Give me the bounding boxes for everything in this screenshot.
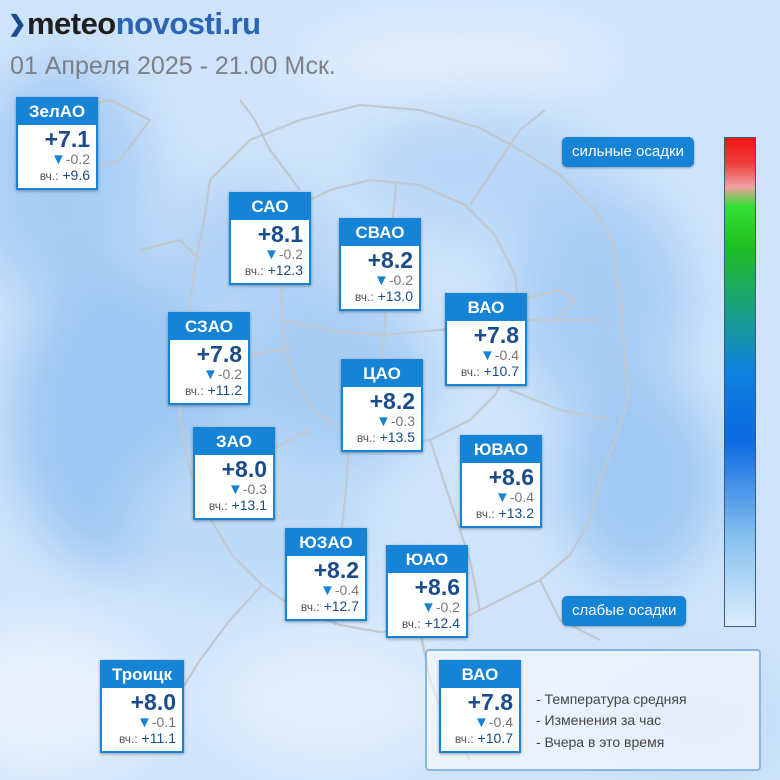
district-change: ▼-0.2 — [421, 599, 460, 616]
district-card-zao: ЗАО +8.0 ▼-0.3 вч.: +13.1 — [193, 427, 275, 520]
district-name: СЗАО — [170, 314, 248, 340]
district-card-szao: СЗАО +7.8 ▼-0.2 вч.: +11.2 — [168, 312, 250, 405]
district-yesterday: вч.: +13.1 — [208, 497, 267, 513]
logo-text-novosti: novosti.ru — [115, 6, 261, 41]
down-triangle-icon: ▼ — [51, 151, 66, 168]
down-triangle-icon: ▼ — [421, 599, 436, 616]
site-logo[interactable]: ❯meteonovosti.ru — [8, 6, 261, 45]
logo-chevron-icon: ❯ — [8, 11, 26, 36]
district-change: ▼-0.2 — [374, 272, 413, 289]
district-temperature: +7.1 — [44, 126, 90, 152]
district-yesterday: вч.: +13.0 — [354, 288, 413, 304]
legend-district-name: ВАО — [441, 662, 519, 688]
district-name: СВАО — [341, 220, 419, 246]
district-name: САО — [231, 194, 309, 220]
district-yesterday: вч.: +10.7 — [460, 363, 519, 379]
precipitation-color-scale — [724, 137, 756, 627]
precip-strong-label: сильные осадки — [562, 137, 694, 167]
district-card-troitsk: Троицк +8.0 ▼-0.1 вч.: +11.1 — [100, 660, 184, 753]
down-triangle-icon: ▼ — [320, 582, 335, 599]
district-temperature: +8.2 — [313, 557, 359, 583]
legend-yesterday: вч.: +10.7 — [454, 730, 513, 746]
district-card-yuzao: ЮЗАО +8.2 ▼-0.4 вч.: +12.7 — [285, 528, 367, 621]
district-temperature: +8.0 — [130, 689, 176, 715]
down-triangle-icon: ▼ — [480, 347, 495, 364]
district-yesterday: вч.: +11.1 — [118, 730, 176, 746]
down-triangle-icon: ▼ — [376, 413, 391, 430]
district-name: ЗАО — [195, 429, 273, 455]
district-name: Троицк — [102, 662, 182, 688]
down-triangle-icon: ▼ — [203, 366, 218, 383]
district-card-yuvao: ЮВАО +8.6 ▼-0.4 вч.: +13.2 — [460, 435, 542, 528]
district-temperature: +8.6 — [488, 464, 534, 490]
district-name: ЦАО — [343, 361, 421, 387]
district-card-sao: САО +8.1 ▼-0.2 вч.: +12.3 — [229, 192, 311, 285]
precip-weak-label: слабые осадки — [562, 596, 687, 626]
down-triangle-icon: ▼ — [228, 481, 243, 498]
district-change: ▼-0.4 — [480, 347, 519, 364]
district-name: ЮВАО — [462, 437, 540, 463]
down-triangle-icon: ▼ — [137, 714, 152, 731]
district-yesterday: вч.: +9.6 — [39, 167, 90, 183]
district-change: ▼-0.1 — [137, 714, 176, 731]
district-temperature: +7.8 — [196, 341, 242, 367]
district-card-zelao: ЗелАО +7.1 ▼-0.2 вч.: +9.6 — [16, 97, 98, 190]
district-temperature: +8.0 — [221, 456, 267, 482]
map-date-time: 01 Апреля 2025 - 21.00 Мск. — [10, 52, 336, 80]
district-name: ЮАО — [388, 547, 466, 573]
legend-example-card: ВАО +7.8 ▼-0.4 вч.: +10.7 — [439, 660, 521, 753]
district-card-vao: ВАО +7.8 ▼-0.4 вч.: +10.7 — [445, 293, 527, 386]
district-yesterday: вч.: +12.7 — [300, 598, 359, 614]
district-change: ▼-0.2 — [51, 151, 90, 168]
district-change: ▼-0.4 — [495, 489, 534, 506]
down-triangle-icon: ▼ — [474, 714, 489, 731]
district-change: ▼-0.3 — [228, 481, 267, 498]
district-yesterday: вч.: +12.4 — [401, 615, 460, 631]
district-yesterday: вч.: +11.2 — [184, 382, 242, 398]
legend-note-average-temp: - Температура средняя — [536, 691, 687, 707]
district-yesterday: вч.: +13.2 — [475, 505, 534, 521]
district-temperature: +8.6 — [414, 574, 460, 600]
district-change: ▼-0.4 — [320, 582, 359, 599]
logo-text-meteo: meteo — [26, 6, 116, 41]
down-triangle-icon: ▼ — [495, 489, 510, 506]
district-temperature: +8.2 — [369, 388, 415, 414]
district-card-cao: ЦАО +8.2 ▼-0.3 вч.: +13.5 — [341, 359, 423, 452]
district-name: ЗелАО — [18, 99, 96, 125]
district-name: ЮЗАО — [287, 530, 365, 556]
district-card-svao: СВАО +8.2 ▼-0.2 вч.: +13.0 — [339, 218, 421, 311]
district-change: ▼-0.2 — [264, 246, 303, 263]
district-temperature: +7.8 — [473, 322, 519, 348]
district-temperature: +8.2 — [367, 247, 413, 273]
district-change: ▼-0.3 — [376, 413, 415, 430]
district-card-yuao: ЮАО +8.6 ▼-0.2 вч.: +12.4 — [386, 545, 468, 638]
legend-note-hourly-change: - Изменения за час — [536, 712, 662, 728]
down-triangle-icon: ▼ — [374, 272, 389, 289]
district-change: ▼-0.2 — [203, 366, 242, 383]
district-temperature: +8.1 — [257, 221, 303, 247]
down-triangle-icon: ▼ — [264, 246, 279, 263]
district-yesterday: вч.: +12.3 — [244, 262, 303, 278]
legend-temperature: +7.8 — [467, 689, 513, 715]
legend-change: ▼-0.4 — [474, 714, 513, 731]
legend-note-yesterday: - Вчера в это время — [536, 734, 665, 750]
district-name: ВАО — [447, 295, 525, 321]
district-yesterday: вч.: +13.5 — [356, 429, 415, 445]
